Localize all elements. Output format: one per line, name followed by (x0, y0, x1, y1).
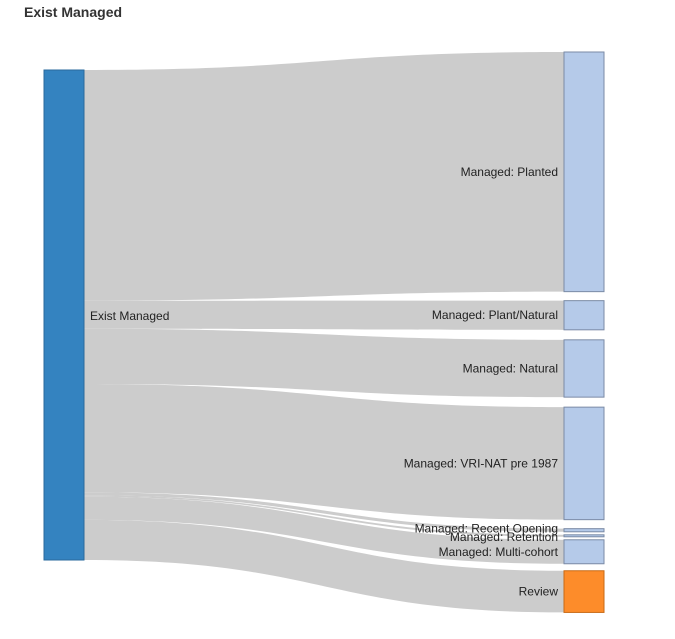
links-layer (84, 52, 564, 613)
link-managed-retention[interactable] (84, 495, 564, 537)
node-managed-plant-natural[interactable] (563, 300, 605, 331)
label-managed-recent-opening: Managed: Recent Opening (415, 522, 558, 536)
link-managed-multi-cohort[interactable] (84, 496, 564, 564)
link-managed-natural[interactable] (84, 328, 564, 398)
link-managed-planted[interactable] (84, 52, 564, 301)
chart-title: Exist Managed (24, 4, 123, 20)
label-review: Review (519, 585, 559, 599)
node-review[interactable] (563, 570, 605, 613)
node-managed-planted[interactable] (563, 51, 605, 293)
label-exist-managed: Exist Managed (90, 309, 169, 323)
link-managed-recent-opening[interactable] (84, 492, 564, 532)
label-managed-multi-cohort: Managed: Multi-cohort (439, 545, 559, 559)
link-managed-plant-natural[interactable] (84, 300, 564, 330)
link-review[interactable] (84, 519, 564, 613)
node-managed-natural[interactable] (563, 339, 605, 398)
label-managed-plant-natural: Managed: Plant/Natural (432, 308, 558, 322)
node-managed-vri-nat-pre-1987[interactable] (563, 406, 605, 521)
node-managed-retention[interactable] (563, 534, 605, 538)
node-managed-recent-opening[interactable] (563, 528, 605, 533)
link-managed-vri-nat-pre-1987[interactable] (84, 383, 564, 520)
node-managed-multi-cohort[interactable] (563, 539, 605, 565)
label-managed-natural: Managed: Natural (463, 361, 558, 375)
label-managed-retention: Managed: Retention (450, 530, 558, 544)
nodes-layer (43, 51, 605, 613)
label-managed-vri-nat-pre-1987: Managed: VRI-NAT pre 1987 (404, 456, 559, 470)
labels-layer: Managed: Planted Managed: Plant/Natural Ma… (90, 165, 559, 599)
label-managed-planted: Managed: Planted (461, 165, 558, 179)
node-exist-managed[interactable] (43, 69, 85, 561)
